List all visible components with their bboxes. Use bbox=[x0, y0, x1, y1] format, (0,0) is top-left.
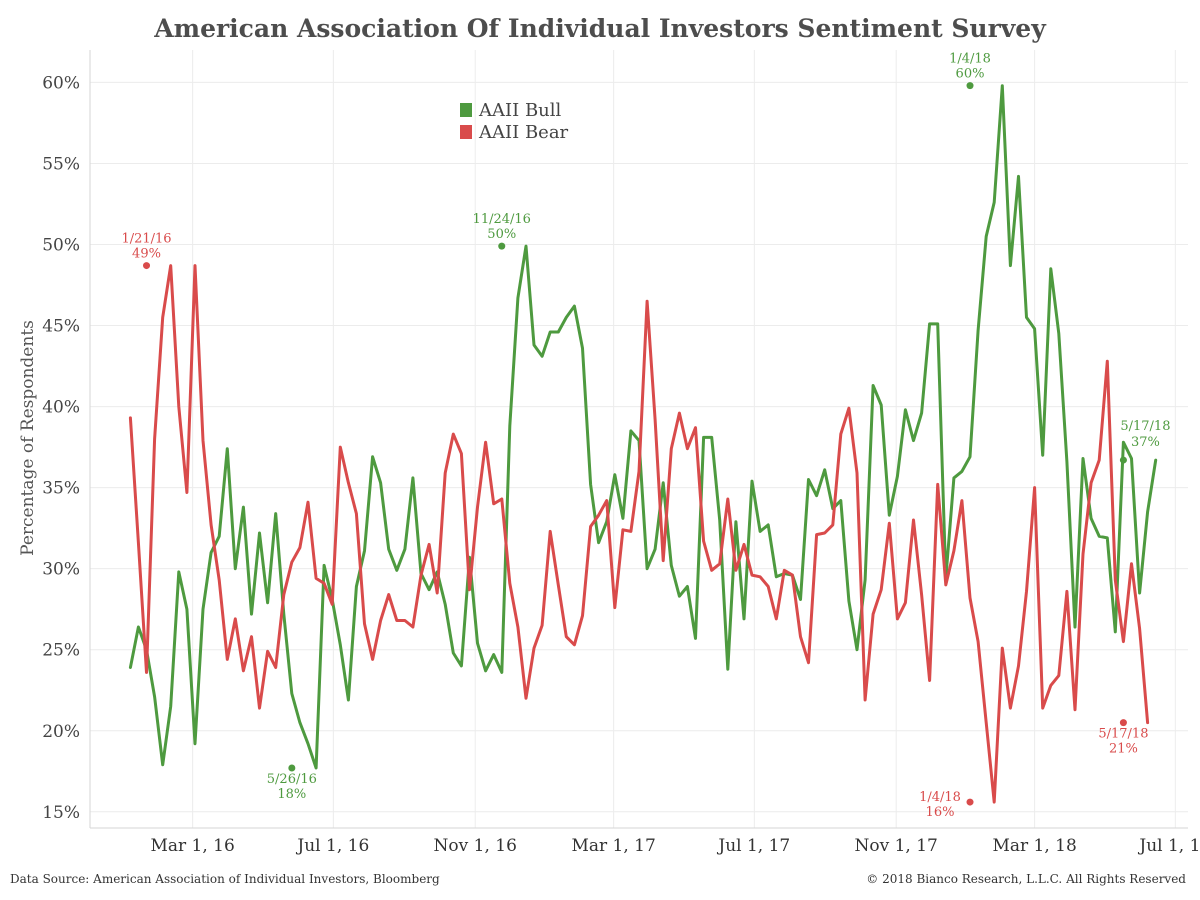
y-tick-label: 30% bbox=[42, 560, 80, 580]
y-tick-label: 35% bbox=[42, 479, 80, 499]
annotation-date: 11/24/16 bbox=[473, 212, 531, 227]
legend-swatch bbox=[460, 103, 472, 117]
annotation-date: 1/4/18 bbox=[919, 790, 961, 805]
y-tick-label: 15% bbox=[42, 803, 80, 823]
series-lines bbox=[128, 84, 1158, 804]
annotation-point bbox=[1119, 719, 1127, 727]
y-tick-label: 25% bbox=[42, 641, 80, 661]
annotation-point bbox=[966, 82, 974, 90]
y-tick-label: 40% bbox=[42, 398, 80, 418]
annotation-point bbox=[143, 262, 151, 270]
x-tick-label: Mar 1, 17 bbox=[571, 836, 655, 856]
annotation-value: 16% bbox=[926, 805, 955, 820]
annotation-value: 37% bbox=[1131, 435, 1160, 450]
annotation-value: 18% bbox=[277, 787, 306, 802]
annotation-value: 21% bbox=[1109, 742, 1138, 757]
legend-label: AAII Bear bbox=[478, 122, 569, 143]
x-tick-label: Mar 1, 18 bbox=[992, 836, 1076, 856]
annotation-date: 5/17/18 bbox=[1098, 727, 1148, 742]
legend-swatch bbox=[460, 125, 472, 139]
y-tick-label: 55% bbox=[42, 154, 80, 174]
annotation-value: 49% bbox=[132, 247, 161, 262]
y-tick-label: 60% bbox=[42, 73, 80, 93]
series-line-aaii-bear bbox=[128, 264, 1150, 804]
annotation-point bbox=[498, 242, 506, 250]
chart-title: American Association Of Individual Inves… bbox=[154, 14, 1046, 43]
copyright-note: © 2018 Bianco Research, L.L.C. All Right… bbox=[866, 872, 1186, 886]
x-tick-label: Nov 1, 16 bbox=[434, 836, 517, 856]
x-tick-label: Mar 1, 16 bbox=[150, 836, 234, 856]
y-tick-label: 45% bbox=[42, 317, 80, 337]
annotation-point bbox=[1119, 456, 1127, 464]
x-tick-label: Nov 1, 17 bbox=[855, 836, 938, 856]
y-tick-label: 50% bbox=[42, 236, 80, 256]
x-tick-label: Jul 1, 17 bbox=[716, 836, 790, 856]
x-tick-label: Jul 1, 18 bbox=[1137, 836, 1200, 856]
series-line-aaii-bull bbox=[128, 84, 1158, 770]
annotations: 1/21/1649%5/26/1618%11/24/1650%1/4/1860%… bbox=[121, 52, 1170, 820]
data-source-note: Data Source: American Association of Ind… bbox=[10, 872, 440, 886]
x-tick-label: Jul 1, 16 bbox=[295, 836, 369, 856]
annotation-date: 1/21/16 bbox=[121, 232, 171, 247]
annotation-value: 60% bbox=[956, 67, 985, 82]
axes: 15% 20% 25% 30% 35% 40% 45% 50% 55% 60% Mar 1, 16 J… bbox=[42, 50, 1200, 856]
y-tick-label: 20% bbox=[42, 722, 80, 742]
y-axis-title: Percentage of Respondents bbox=[18, 320, 38, 556]
annotation-value: 50% bbox=[487, 227, 516, 242]
annotation-date: 5/26/16 bbox=[267, 772, 317, 787]
annotation-point bbox=[966, 798, 974, 806]
legend-label: AAII Bull bbox=[478, 100, 562, 121]
annotation-point bbox=[288, 764, 296, 772]
annotation-date: 5/17/18 bbox=[1120, 419, 1170, 434]
annotation-date: 1/4/18 bbox=[949, 52, 991, 67]
